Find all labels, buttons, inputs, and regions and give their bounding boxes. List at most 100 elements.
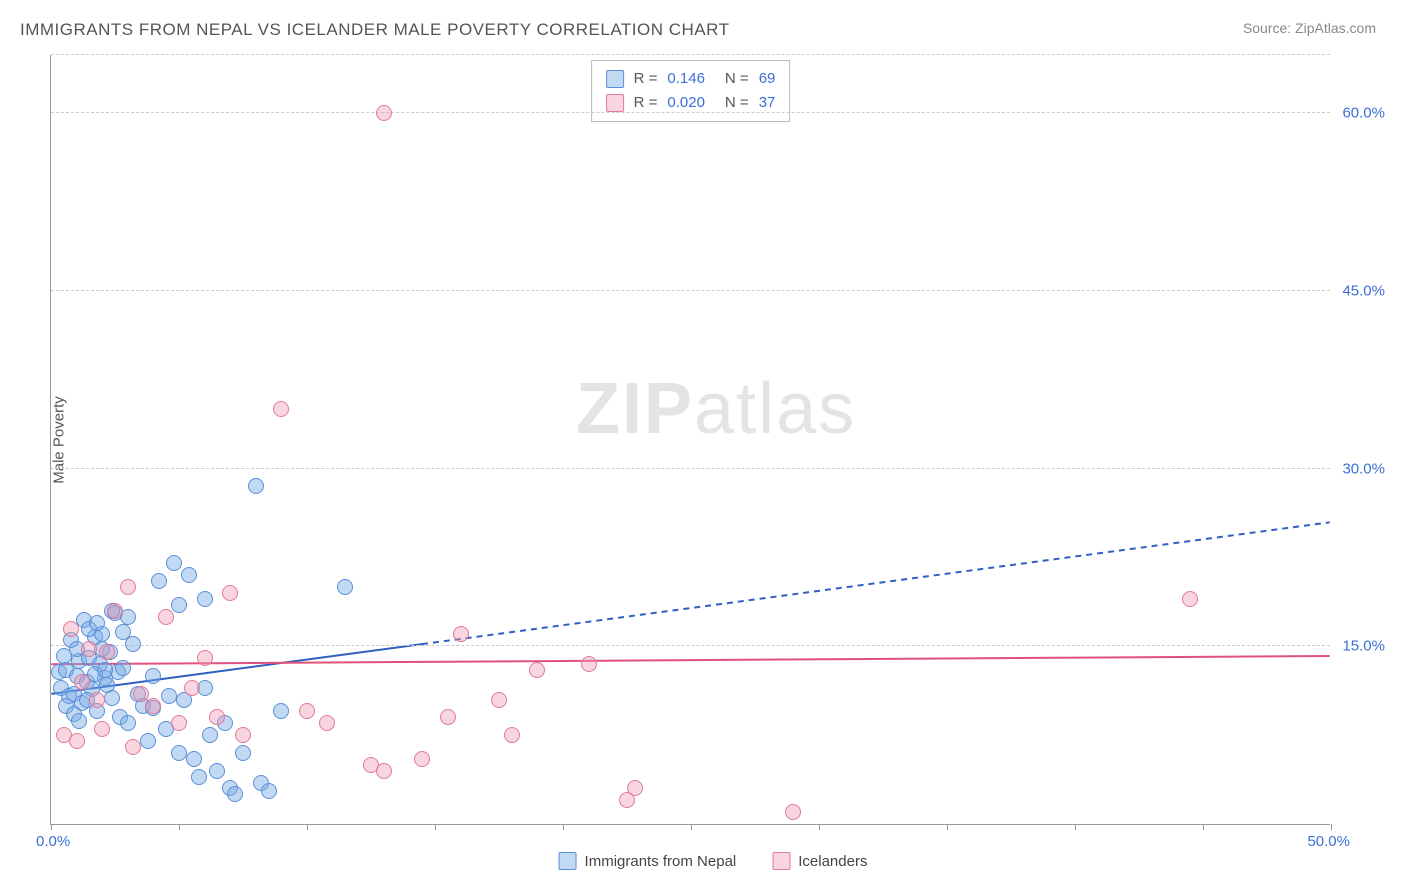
swatch-blue bbox=[606, 70, 624, 88]
data-point bbox=[273, 703, 289, 719]
data-point bbox=[222, 585, 238, 601]
x-tick bbox=[691, 824, 692, 830]
data-point bbox=[171, 745, 187, 761]
data-point bbox=[186, 751, 202, 767]
data-point bbox=[71, 713, 87, 729]
data-point bbox=[166, 555, 182, 571]
data-point bbox=[97, 662, 113, 678]
data-point bbox=[227, 786, 243, 802]
y-tick-label: 15.0% bbox=[1342, 638, 1385, 655]
swatch-pink bbox=[772, 852, 790, 870]
data-point bbox=[120, 715, 136, 731]
y-tick-label: 60.0% bbox=[1342, 105, 1385, 122]
x-tick bbox=[1075, 824, 1076, 830]
plot-area: ZIPatlas Male Poverty 0.0% 50.0% R = 0.1… bbox=[50, 55, 1330, 825]
trend-lines bbox=[51, 55, 1330, 824]
data-point bbox=[337, 579, 353, 595]
data-point bbox=[171, 597, 187, 613]
data-point bbox=[627, 780, 643, 796]
data-point bbox=[261, 783, 277, 799]
x-tick bbox=[179, 824, 180, 830]
data-point bbox=[63, 621, 79, 637]
x-tick bbox=[1331, 824, 1332, 830]
data-point bbox=[115, 624, 131, 640]
data-point bbox=[273, 401, 289, 417]
bottom-legend: Immigrants from Nepal Icelanders bbox=[559, 852, 868, 870]
x-tick bbox=[435, 824, 436, 830]
data-point bbox=[107, 603, 123, 619]
swatch-blue bbox=[559, 852, 577, 870]
data-point bbox=[120, 579, 136, 595]
data-point bbox=[69, 733, 85, 749]
x-tick bbox=[307, 824, 308, 830]
data-point bbox=[181, 567, 197, 583]
data-point bbox=[248, 478, 264, 494]
legend-item: Icelanders bbox=[772, 852, 867, 870]
data-point bbox=[125, 739, 141, 755]
data-point bbox=[89, 692, 105, 708]
data-point bbox=[440, 709, 456, 725]
legend-label: Icelanders bbox=[798, 853, 867, 870]
gridline bbox=[51, 645, 1330, 646]
data-point bbox=[235, 745, 251, 761]
data-point bbox=[581, 656, 597, 672]
data-point bbox=[171, 715, 187, 731]
data-point bbox=[184, 680, 200, 696]
data-point bbox=[115, 660, 131, 676]
gridline bbox=[51, 112, 1330, 113]
data-point bbox=[529, 662, 545, 678]
y-tick-label: 45.0% bbox=[1342, 282, 1385, 299]
data-point bbox=[376, 763, 392, 779]
data-point bbox=[209, 763, 225, 779]
data-point bbox=[145, 668, 161, 684]
gridline bbox=[51, 290, 1330, 291]
data-point bbox=[414, 751, 430, 767]
x-tick bbox=[563, 824, 564, 830]
data-point bbox=[299, 703, 315, 719]
data-point bbox=[209, 709, 225, 725]
x-tick bbox=[947, 824, 948, 830]
data-point bbox=[99, 644, 115, 660]
legend-label: Immigrants from Nepal bbox=[585, 853, 737, 870]
data-point bbox=[151, 573, 167, 589]
chart-container: ZIPatlas Male Poverty 0.0% 50.0% R = 0.1… bbox=[50, 55, 1376, 842]
legend-item: Immigrants from Nepal bbox=[559, 852, 737, 870]
chart-title: IMMIGRANTS FROM NEPAL VS ICELANDER MALE … bbox=[20, 20, 729, 40]
source-label: Source: ZipAtlas.com bbox=[1243, 20, 1376, 36]
gridline bbox=[51, 468, 1330, 469]
data-point bbox=[145, 698, 161, 714]
watermark: ZIPatlas bbox=[576, 368, 856, 450]
data-point bbox=[453, 626, 469, 642]
legend-stats-row: R = 0.146 N = 69 bbox=[606, 67, 776, 91]
data-point bbox=[81, 641, 97, 657]
data-point bbox=[197, 650, 213, 666]
data-point bbox=[89, 615, 105, 631]
x-tick bbox=[51, 824, 52, 830]
stat-n-value: 69 bbox=[759, 67, 776, 91]
data-point bbox=[104, 690, 120, 706]
x-origin-label: 0.0% bbox=[36, 833, 70, 850]
gridline bbox=[51, 54, 1330, 55]
data-point bbox=[94, 721, 110, 737]
x-tick bbox=[1203, 824, 1204, 830]
stat-label: N = bbox=[725, 67, 749, 91]
data-point bbox=[133, 686, 149, 702]
stat-label: R = bbox=[634, 67, 658, 91]
data-point bbox=[1182, 591, 1198, 607]
y-axis-label: Male Poverty bbox=[50, 396, 67, 484]
data-point bbox=[191, 769, 207, 785]
data-point bbox=[158, 609, 174, 625]
data-point bbox=[504, 727, 520, 743]
data-point bbox=[197, 591, 213, 607]
data-point bbox=[785, 804, 801, 820]
data-point bbox=[319, 715, 335, 731]
data-point bbox=[376, 105, 392, 121]
x-max-label: 50.0% bbox=[1307, 833, 1350, 850]
stat-r-value: 0.146 bbox=[667, 67, 705, 91]
data-point bbox=[202, 727, 218, 743]
x-tick bbox=[819, 824, 820, 830]
data-point bbox=[161, 688, 177, 704]
y-tick-label: 30.0% bbox=[1342, 460, 1385, 477]
data-point bbox=[235, 727, 251, 743]
data-point bbox=[491, 692, 507, 708]
